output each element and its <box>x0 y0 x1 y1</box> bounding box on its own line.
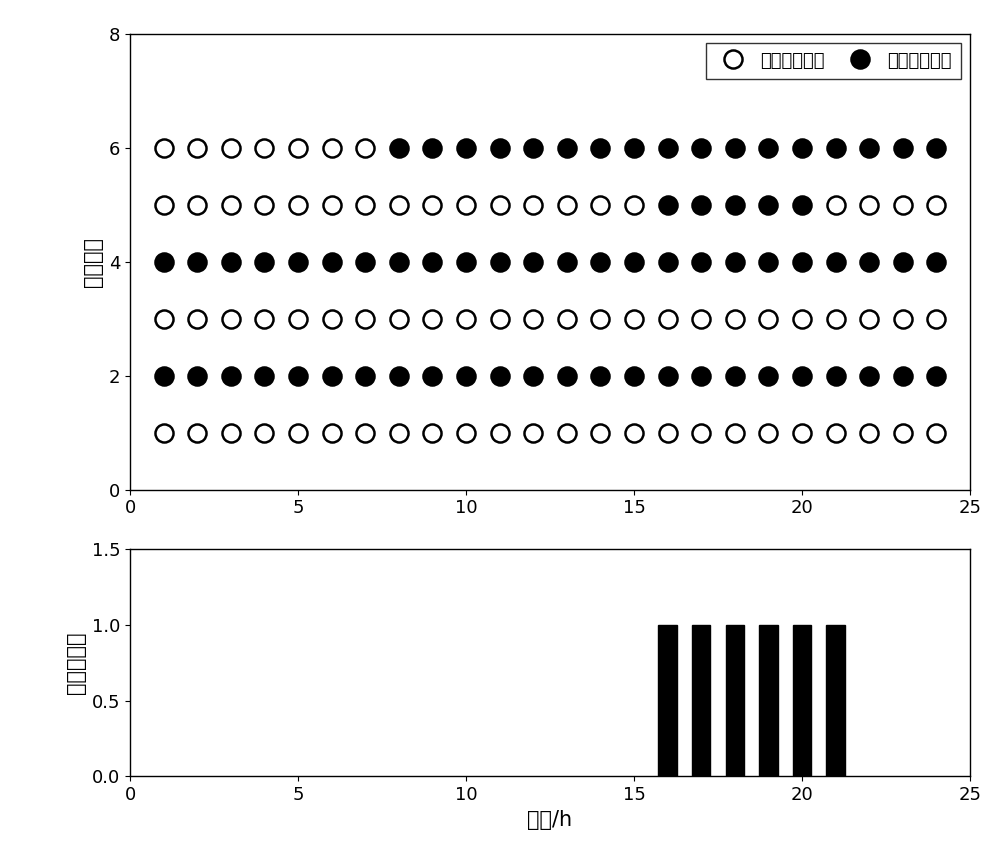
Y-axis label: 线路切断数: 线路切断数 <box>66 631 86 694</box>
Bar <box>759 625 778 776</box>
Bar <box>793 625 811 776</box>
Bar <box>726 625 744 776</box>
Legend: 机组停运状态, 机组投运状态: 机组停运状态, 机组投运状态 <box>706 43 961 78</box>
X-axis label: 时间/h: 时间/h <box>527 809 573 830</box>
Bar <box>658 625 677 776</box>
Bar <box>826 625 845 776</box>
Bar <box>692 625 710 776</box>
Y-axis label: 机组编号: 机组编号 <box>83 236 103 287</box>
